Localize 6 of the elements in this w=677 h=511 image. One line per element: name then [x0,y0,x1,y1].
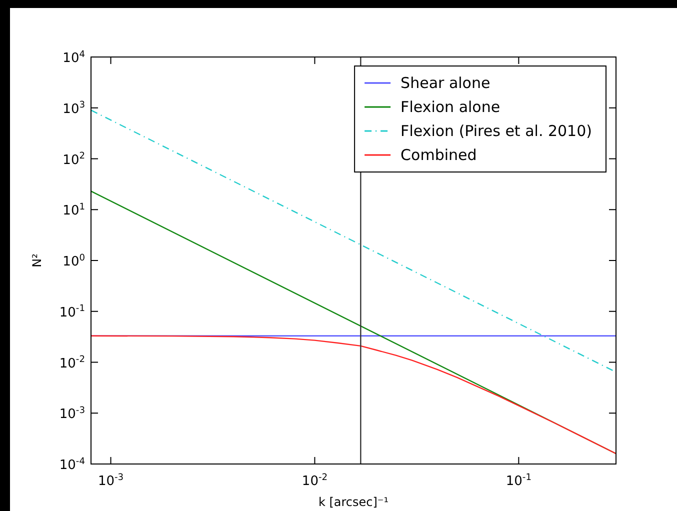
y-axis-title: N² [30,253,44,268]
legend-label: Flexion alone [400,98,500,116]
legend-label: Flexion (Pires et al. 2010) [400,122,592,140]
legend-label: Combined [400,146,477,164]
x-axis-title: k [arcsec]⁻¹ [318,495,389,509]
legend-label: Shear alone [400,74,490,92]
